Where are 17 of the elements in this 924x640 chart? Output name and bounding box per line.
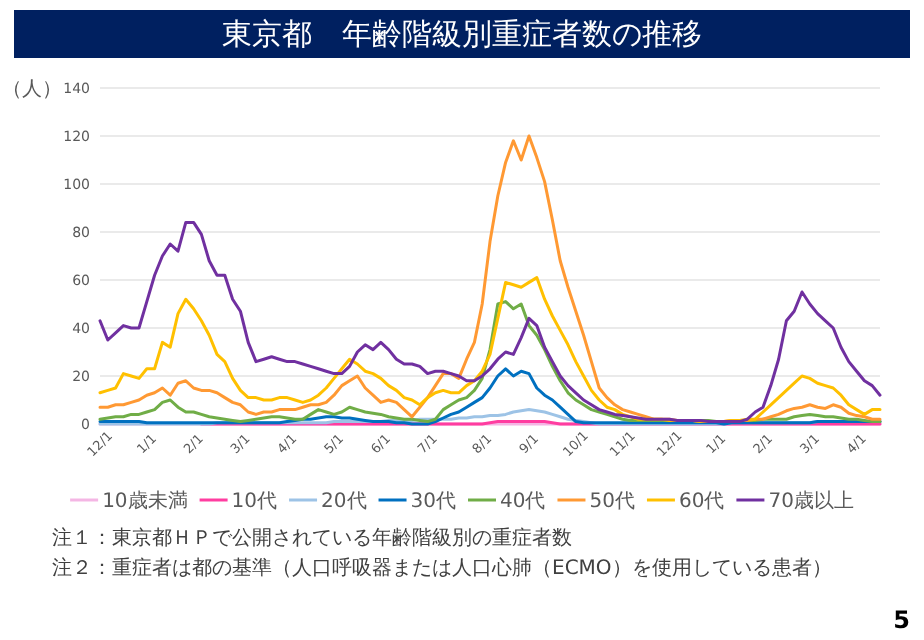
legend-label: 10代 xyxy=(231,491,278,513)
legend-label: 70歳以上 xyxy=(768,489,854,513)
y-axis-title: （人） xyxy=(2,79,62,101)
legend-label: 50代 xyxy=(589,491,635,513)
line-series xyxy=(98,300,882,424)
text: 注１：東京都ＨＰで公開されている年齢階級別の重症者数 xyxy=(52,526,572,550)
chart-title: 東京都 年齢階級別重症者数の推移 xyxy=(222,16,702,52)
text: 5 xyxy=(893,606,910,634)
line-series xyxy=(98,134,882,424)
legend-label: 10歳未満 xyxy=(102,489,188,513)
line-series xyxy=(98,276,882,424)
text: 注２：重症者は都の基準（人口呼吸器または人口心肺（ECMO）を使用している患者） xyxy=(52,556,832,580)
legend-label: 20代 xyxy=(321,491,367,513)
legend-label: 40代 xyxy=(500,491,546,513)
line-series xyxy=(98,220,882,424)
legend-label: 60代 xyxy=(678,491,725,513)
legend-label: 30代 xyxy=(410,491,456,513)
